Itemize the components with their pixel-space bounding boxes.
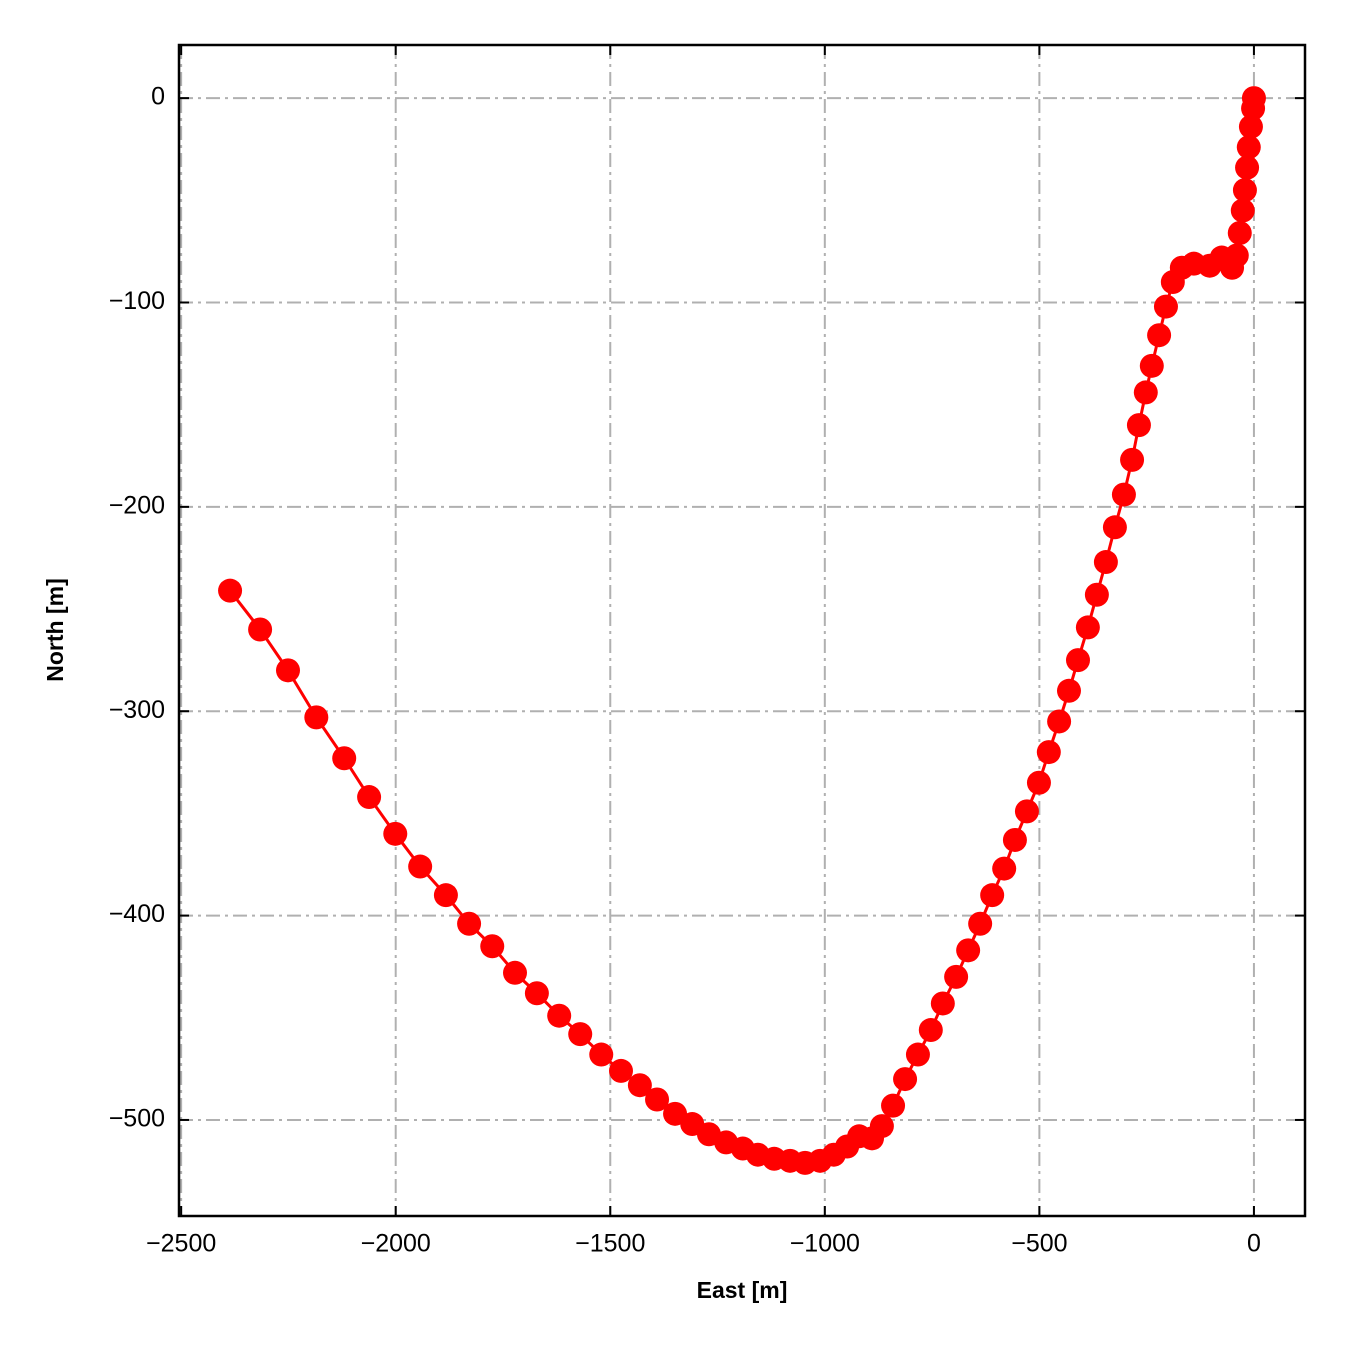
data-point [1047, 709, 1072, 734]
x-tick-label: −2500 [146, 1230, 216, 1258]
data-point [930, 991, 955, 1016]
y-tick-label: −500 [109, 1105, 165, 1133]
data-point [1133, 380, 1158, 405]
data-point [869, 1114, 894, 1139]
data-point [893, 1067, 918, 1092]
data-point [1075, 615, 1100, 640]
x-tick-label: −1500 [575, 1230, 645, 1258]
data-point [480, 934, 505, 959]
data-point [502, 960, 527, 985]
data-point [1227, 221, 1252, 246]
x-tick-label: 0 [1247, 1230, 1261, 1258]
plot-frame [177, 43, 1307, 1218]
data-point [1036, 740, 1061, 765]
data-point [1102, 515, 1127, 540]
data-point [547, 1003, 572, 1028]
data-point [1014, 799, 1039, 824]
data-point [1093, 550, 1118, 575]
data-point [608, 1058, 633, 1083]
data-point [1147, 323, 1172, 348]
data-point [1153, 294, 1178, 319]
data-point [589, 1042, 614, 1067]
y-tick-label: −200 [109, 491, 165, 519]
data-point [1056, 678, 1081, 703]
data-point [1126, 413, 1151, 438]
data-point [408, 854, 433, 879]
data-point [357, 785, 382, 810]
data-point [881, 1093, 906, 1118]
x-axis-label: East [m] [697, 1277, 788, 1303]
data-point [332, 746, 357, 771]
y-tick-label: −100 [109, 287, 165, 315]
y-tick-label: 0 [151, 83, 165, 111]
data-point [645, 1087, 670, 1112]
y-tick-label: −400 [109, 900, 165, 928]
data-point [627, 1073, 652, 1098]
data-point [568, 1022, 593, 1047]
data-point [457, 911, 482, 936]
data-point [1230, 198, 1255, 223]
data-point [1084, 582, 1109, 607]
data-point [918, 1018, 943, 1043]
data-point [275, 658, 300, 683]
data-point [1238, 114, 1263, 139]
data-point [1235, 155, 1260, 180]
plot-area: −2500 −2000 −1500 −1000 −500 0−500−400−300−20… [109, 43, 1307, 1258]
data-point [304, 705, 329, 730]
data-point [968, 911, 993, 936]
data-point [1065, 648, 1090, 673]
data-point [1236, 135, 1261, 160]
data-point [433, 883, 458, 908]
data-point [905, 1042, 930, 1067]
data-point [218, 578, 243, 603]
data-point [944, 964, 969, 989]
data-point [1002, 827, 1027, 852]
x-tick-label: −500 [1011, 1230, 1067, 1258]
data-point [1232, 178, 1257, 203]
data-point [248, 617, 273, 642]
y-tick-label: −300 [109, 696, 165, 724]
data-point [980, 883, 1005, 908]
data-point [1026, 770, 1051, 795]
data-point [1139, 353, 1164, 378]
data-point [1120, 447, 1145, 472]
data-point [992, 856, 1017, 881]
data-point [383, 821, 408, 846]
data-point [524, 981, 549, 1006]
data-point [1111, 482, 1136, 507]
data-point [956, 938, 981, 963]
data-point [1241, 86, 1266, 111]
y-axis-label: North [m] [42, 578, 68, 681]
x-tick-label: −2000 [361, 1230, 431, 1258]
x-tick-label: −1000 [790, 1230, 860, 1258]
data-point [1224, 243, 1249, 268]
